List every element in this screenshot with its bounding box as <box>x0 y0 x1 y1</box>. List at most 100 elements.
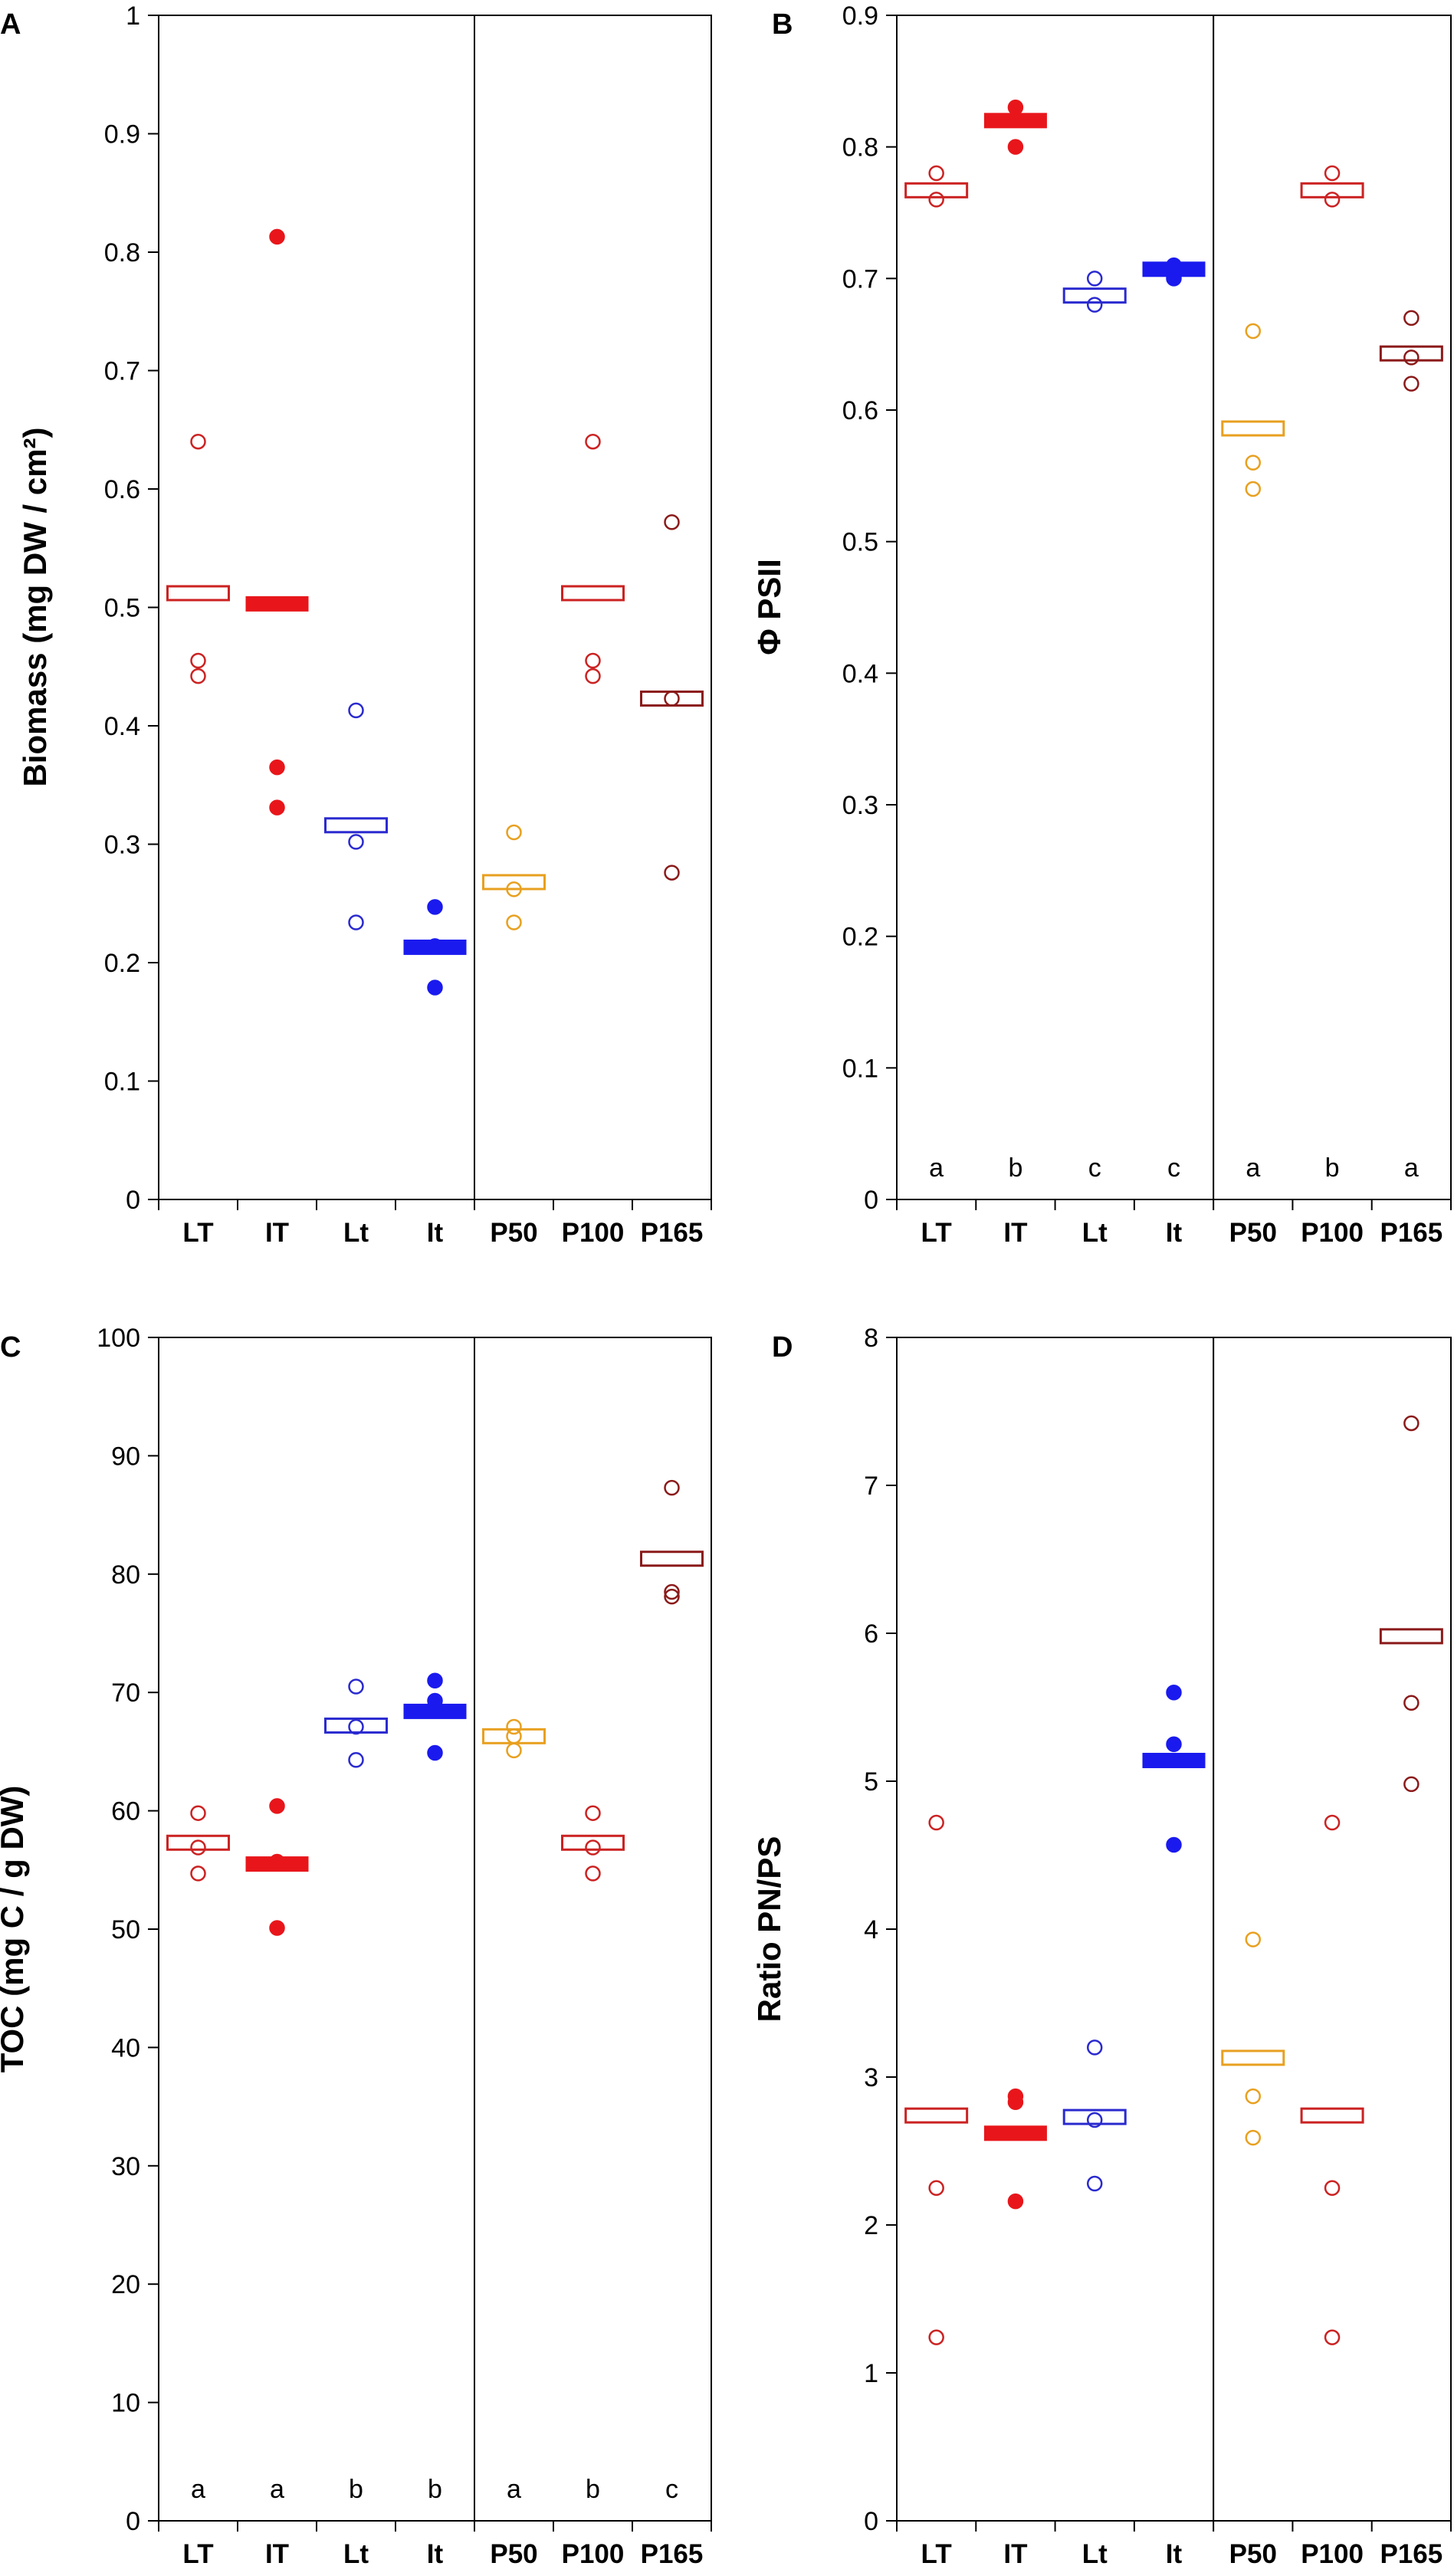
mean-bar <box>1300 182 1364 199</box>
x-category-label: It <box>427 2539 444 2569</box>
data-point <box>427 1672 443 1689</box>
significance-letter: a <box>1246 1153 1260 1183</box>
group-lt <box>1062 2039 1127 2192</box>
x-category-label: Lt <box>1082 1218 1108 1248</box>
data-point <box>427 899 443 915</box>
y-tick-label: 1 <box>864 2359 878 2388</box>
y-tick-label: 40 <box>111 2033 140 2062</box>
y-tick-label: 0.9 <box>104 120 140 149</box>
data-point <box>585 1866 601 1882</box>
group-it <box>1142 1684 1206 1853</box>
data-point <box>1403 1695 1420 1711</box>
mean-bar <box>1300 2107 1364 2124</box>
data-point <box>427 1692 443 1709</box>
data-point <box>1324 2329 1341 2345</box>
plot-frame <box>158 1337 712 2522</box>
y-tick-label: 7 <box>864 1472 878 1501</box>
x-category-label: LT <box>921 2539 952 2569</box>
data-point <box>928 165 944 182</box>
y-tick-label: 60 <box>111 1797 140 1826</box>
x-category-label: IT <box>265 2539 289 2569</box>
x-category-label: IT <box>265 1218 289 1248</box>
y-tick-label: 0.3 <box>104 831 140 860</box>
data-point <box>1245 2129 1262 2146</box>
data-point <box>1403 1776 1420 1793</box>
data-point <box>348 1751 364 1768</box>
mean-bar <box>324 817 388 834</box>
mean-bar <box>482 1728 546 1744</box>
y-tick-label: 4 <box>864 1915 878 1944</box>
y-tick-label: 0.2 <box>842 923 878 952</box>
y-tick-label: 0 <box>126 2507 140 2536</box>
panel-letter: B <box>772 8 793 41</box>
y-tick-label: 0.6 <box>842 396 878 425</box>
significance-letter: a <box>507 2475 521 2504</box>
data-point <box>1403 376 1420 392</box>
data-point <box>1324 1814 1341 1831</box>
data-point <box>506 914 522 930</box>
panel-letter: D <box>772 1331 793 1363</box>
plot-frame <box>158 15 712 1200</box>
x-category-label: It <box>427 1218 444 1248</box>
y-tick-label: 0.7 <box>104 357 140 386</box>
group-it <box>245 228 309 815</box>
data-point <box>348 1679 364 1695</box>
data-point <box>269 228 285 245</box>
group-it <box>983 2088 1047 2210</box>
y-tick-label: 0.8 <box>842 133 878 162</box>
plot-frame <box>896 1337 1452 2522</box>
significance-letter: b <box>1008 1153 1022 1183</box>
data-point <box>664 865 680 881</box>
significance-letter: b <box>349 2475 363 2504</box>
data-point <box>190 1839 206 1856</box>
x-category-label: P50 <box>490 2539 537 2569</box>
y-tick-label: 0.5 <box>842 528 878 557</box>
group-p165 <box>1379 310 1443 392</box>
mean-bar <box>166 585 230 602</box>
y-tick-label: 10 <box>111 2389 140 2418</box>
data-point <box>1324 2180 1341 2196</box>
data-point <box>1166 257 1182 274</box>
data-point <box>664 691 680 707</box>
significance-letter: c <box>1088 1153 1101 1183</box>
data-point <box>1086 297 1103 313</box>
data-point <box>585 1805 601 1821</box>
significance-letter: c <box>665 2475 678 2504</box>
data-point <box>506 1742 522 1759</box>
data-point <box>348 914 364 930</box>
group-p100 <box>1300 1814 1364 2345</box>
y-axis-title: Φ PSII <box>751 559 787 655</box>
y-tick-label: 0 <box>126 1186 140 1215</box>
data-point <box>190 1805 206 1821</box>
group-p50 <box>1221 323 1285 497</box>
data-point <box>1007 2193 1024 2210</box>
data-point <box>1245 481 1262 497</box>
group-it <box>983 99 1047 155</box>
significance-letter: b <box>428 2475 442 2504</box>
data-point <box>269 1920 285 1936</box>
data-point <box>1086 2039 1103 2056</box>
significance-letter: b <box>1325 1153 1340 1183</box>
panel-d: D 0 1 2 3 4 5 6 7 8 Ratio PN/PS LT IT Lt It P50 P100 P165 <box>751 1324 1452 2569</box>
y-tick-label: 0.4 <box>842 659 878 688</box>
significance-letter: a <box>270 2475 284 2504</box>
mean-bar <box>1062 287 1127 304</box>
data-point <box>1166 1836 1182 1853</box>
y-tick-label: 0 <box>864 1186 878 1215</box>
y-tick-label: 70 <box>111 1679 140 1708</box>
mean-bar <box>324 1717 388 1734</box>
y-tick-label: 80 <box>111 1560 140 1590</box>
x-category-label: IT <box>1003 2539 1027 2569</box>
y-tick-label: 0.8 <box>104 238 140 267</box>
data-point <box>1086 2175 1103 2192</box>
data-point <box>1403 349 1420 366</box>
y-tick-label: 0.2 <box>104 949 140 978</box>
y-tick-label: 90 <box>111 1442 140 1471</box>
y-tick-label: 0.5 <box>104 594 140 623</box>
data-point <box>190 1866 206 1882</box>
data-point <box>928 1814 944 1831</box>
group-p165 <box>640 1479 704 1605</box>
significance-letter: a <box>191 2475 205 2504</box>
significance-letter: c <box>1167 1153 1180 1183</box>
data-point <box>427 1744 443 1761</box>
